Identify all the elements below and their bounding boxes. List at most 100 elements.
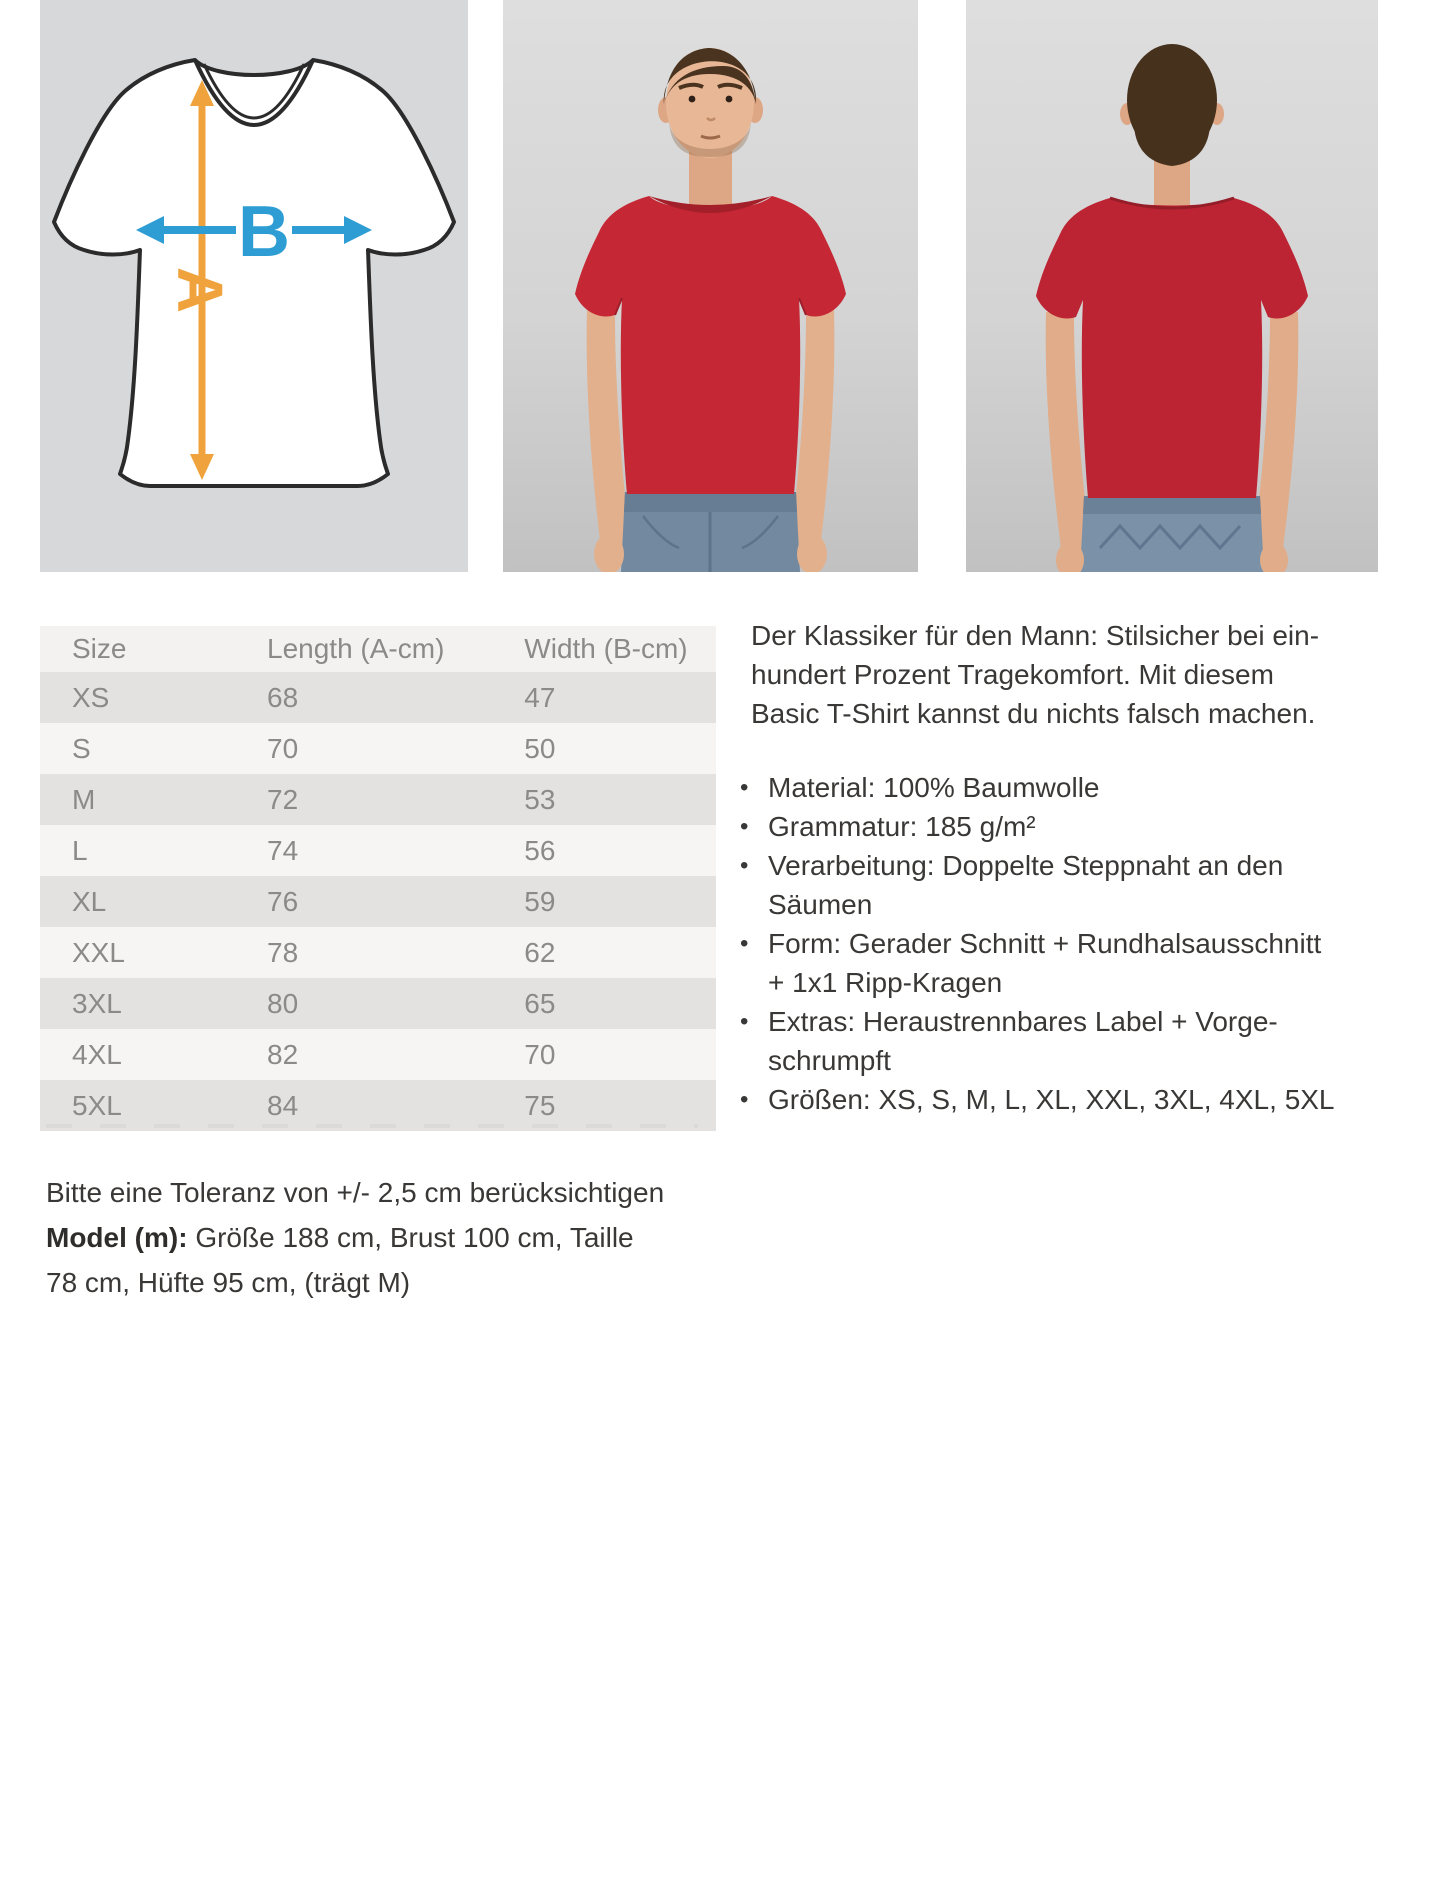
table-row: XS 68 47	[40, 672, 716, 723]
table-row: 3XL 80 65	[40, 978, 716, 1029]
spec-bullet-item: Größen: XS, S, M, L, XL, XXL, 3XL, 4XL, …	[738, 1080, 1406, 1119]
length-cell: 84	[267, 1089, 299, 1121]
spec-bullet-item: Verarbeitung: Doppelte Steppnaht an den …	[738, 846, 1406, 924]
size-cell: 3XL	[72, 987, 122, 1019]
size-cell: S	[72, 732, 91, 764]
width-arrow-b-head-left	[136, 216, 164, 244]
width-cell: 65	[524, 987, 556, 1019]
table-row: 5XL 84 75	[40, 1080, 716, 1131]
width-label-b: B	[238, 192, 290, 272]
length-arrow-a-head-top	[190, 80, 214, 106]
length-cell: 74	[267, 834, 299, 866]
front-red-tshirt	[575, 196, 846, 494]
front-left-hand	[594, 534, 624, 572]
spec-bullet-item: Form: Gerader Schnitt + Rundhalsausschni…	[738, 924, 1406, 1002]
back-left-arm	[1045, 312, 1092, 556]
size-cell: 5XL	[72, 1089, 122, 1121]
spec-bullet-item: Material: 100% Baumwolle	[738, 768, 1406, 807]
size-cell: L	[72, 834, 88, 866]
width-cell: 50	[524, 732, 556, 764]
back-red-tshirt	[1036, 198, 1308, 498]
spec-bullet-item: Extras: Heraustrennbares Label + Vorge- …	[738, 1002, 1406, 1080]
product-description-intro: Der Klassiker für den Mann: Stilsicher b…	[751, 620, 1320, 729]
back-jeans-stitch-zigzag	[1098, 523, 1242, 551]
front-right-eyebrow	[717, 82, 743, 90]
front-sleeve-seam-left	[614, 297, 623, 316]
front-right-arm	[790, 310, 835, 548]
width-cell: 62	[524, 936, 556, 968]
header-size: Size	[40, 626, 266, 672]
size-table-header: Size Length (A-cm) Width (B-cm)	[40, 626, 716, 672]
front-jeans-waistband	[624, 492, 797, 512]
width-cell: 47	[524, 681, 556, 713]
front-neck	[689, 140, 732, 215]
length-label-a: A	[164, 267, 236, 313]
front-right-eye	[725, 95, 733, 103]
back-jeans-waistband	[1083, 496, 1261, 514]
model-label: Model (m):	[46, 1222, 188, 1253]
front-mouth	[700, 134, 721, 140]
spec-bullet-item: Grammatur: 185 g/m²	[738, 807, 1406, 846]
table-cutoff-remnant	[46, 1124, 698, 1128]
back-right-hand	[1260, 542, 1288, 572]
front-nose	[706, 117, 716, 122]
table-row: S 70 50	[40, 723, 716, 774]
header-width: Width (B-cm)	[523, 626, 716, 672]
table-row: 4XL 82 70	[40, 1029, 716, 1080]
header-length: Length (A-cm)	[266, 626, 524, 672]
back-nape-hair	[1134, 126, 1210, 166]
table-row: XL 76 59	[40, 876, 716, 927]
size-diagram-panel: A B	[40, 0, 468, 572]
table-header-row: Size Length (A-cm) Width (B-cm)	[40, 626, 716, 672]
front-hair	[663, 48, 757, 104]
back-left-hand	[1056, 542, 1084, 572]
size-cell: M	[72, 783, 96, 815]
front-sleeve-seam-right	[798, 297, 807, 316]
front-hair-fringe	[664, 66, 756, 104]
width-cell: 70	[524, 1038, 556, 1070]
size-table-body: XS 68 47 S 70 50 M 72 53 L 74 56 XL 76 59 XXL 78 62 …	[40, 672, 716, 1131]
size-table: Size Length (A-cm) Width (B-cm) XS 68 47 S…	[40, 626, 716, 1131]
size-cell: 4XL	[72, 1038, 122, 1070]
front-right-hand	[797, 534, 827, 572]
length-cell: 82	[267, 1038, 299, 1070]
front-left-eye	[688, 95, 696, 103]
table-row: M 72 53	[40, 774, 716, 825]
tolerance-note: Bitte eine Toleranz von +/- 2,5 cm berüc…	[46, 1177, 665, 1208]
width-cell: 56	[524, 834, 556, 866]
length-cell: 70	[267, 732, 299, 764]
model-measurements-note: Model (m): Größe 188 cm, Brust 100 cm, T…	[46, 1215, 686, 1305]
width-arrow-b-head-right	[344, 216, 372, 244]
front-jeans-pocket-right	[741, 515, 779, 550]
front-beard-shading	[669, 122, 751, 157]
notes-block: Bitte eine Toleranz von +/- 2,5 cm berüc…	[46, 1170, 686, 1305]
back-head-hair	[1127, 44, 1217, 156]
tshirt-measurement-diagram: A B	[52, 58, 456, 488]
size-cell: XS	[72, 681, 110, 713]
model-front-photo	[503, 0, 918, 572]
tshirt-outline	[52, 58, 456, 488]
front-left-eyebrow	[678, 82, 704, 90]
back-jeans	[1080, 496, 1264, 572]
length-cell: 76	[267, 885, 299, 917]
size-cell: XL	[72, 885, 107, 917]
front-jeans-pocket-left	[642, 515, 680, 550]
back-collar-line	[1109, 196, 1235, 210]
model-front-illustration	[575, 48, 846, 572]
model-back-photo	[966, 0, 1378, 572]
table-row: L 74 56	[40, 825, 716, 876]
back-right-arm	[1252, 312, 1299, 556]
length-cell: 78	[267, 936, 299, 968]
size-cell: XXL	[72, 936, 125, 968]
collar-outer-line	[193, 59, 315, 127]
length-arrow-a-head-bottom	[190, 454, 214, 480]
length-cell: 68	[267, 681, 299, 713]
table-row: XXL 78 62	[40, 927, 716, 978]
width-cell: 53	[524, 783, 556, 815]
width-cell: 59	[524, 885, 556, 917]
collar-inner-line	[202, 63, 306, 120]
model-details: Größe 188 cm, Brust 100 cm, Taille 78 cm…	[46, 1222, 634, 1298]
product-spec-list: Material: 100% Baumwolle Grammatur: 185 …	[738, 768, 1406, 1119]
length-cell: 72	[267, 783, 299, 815]
